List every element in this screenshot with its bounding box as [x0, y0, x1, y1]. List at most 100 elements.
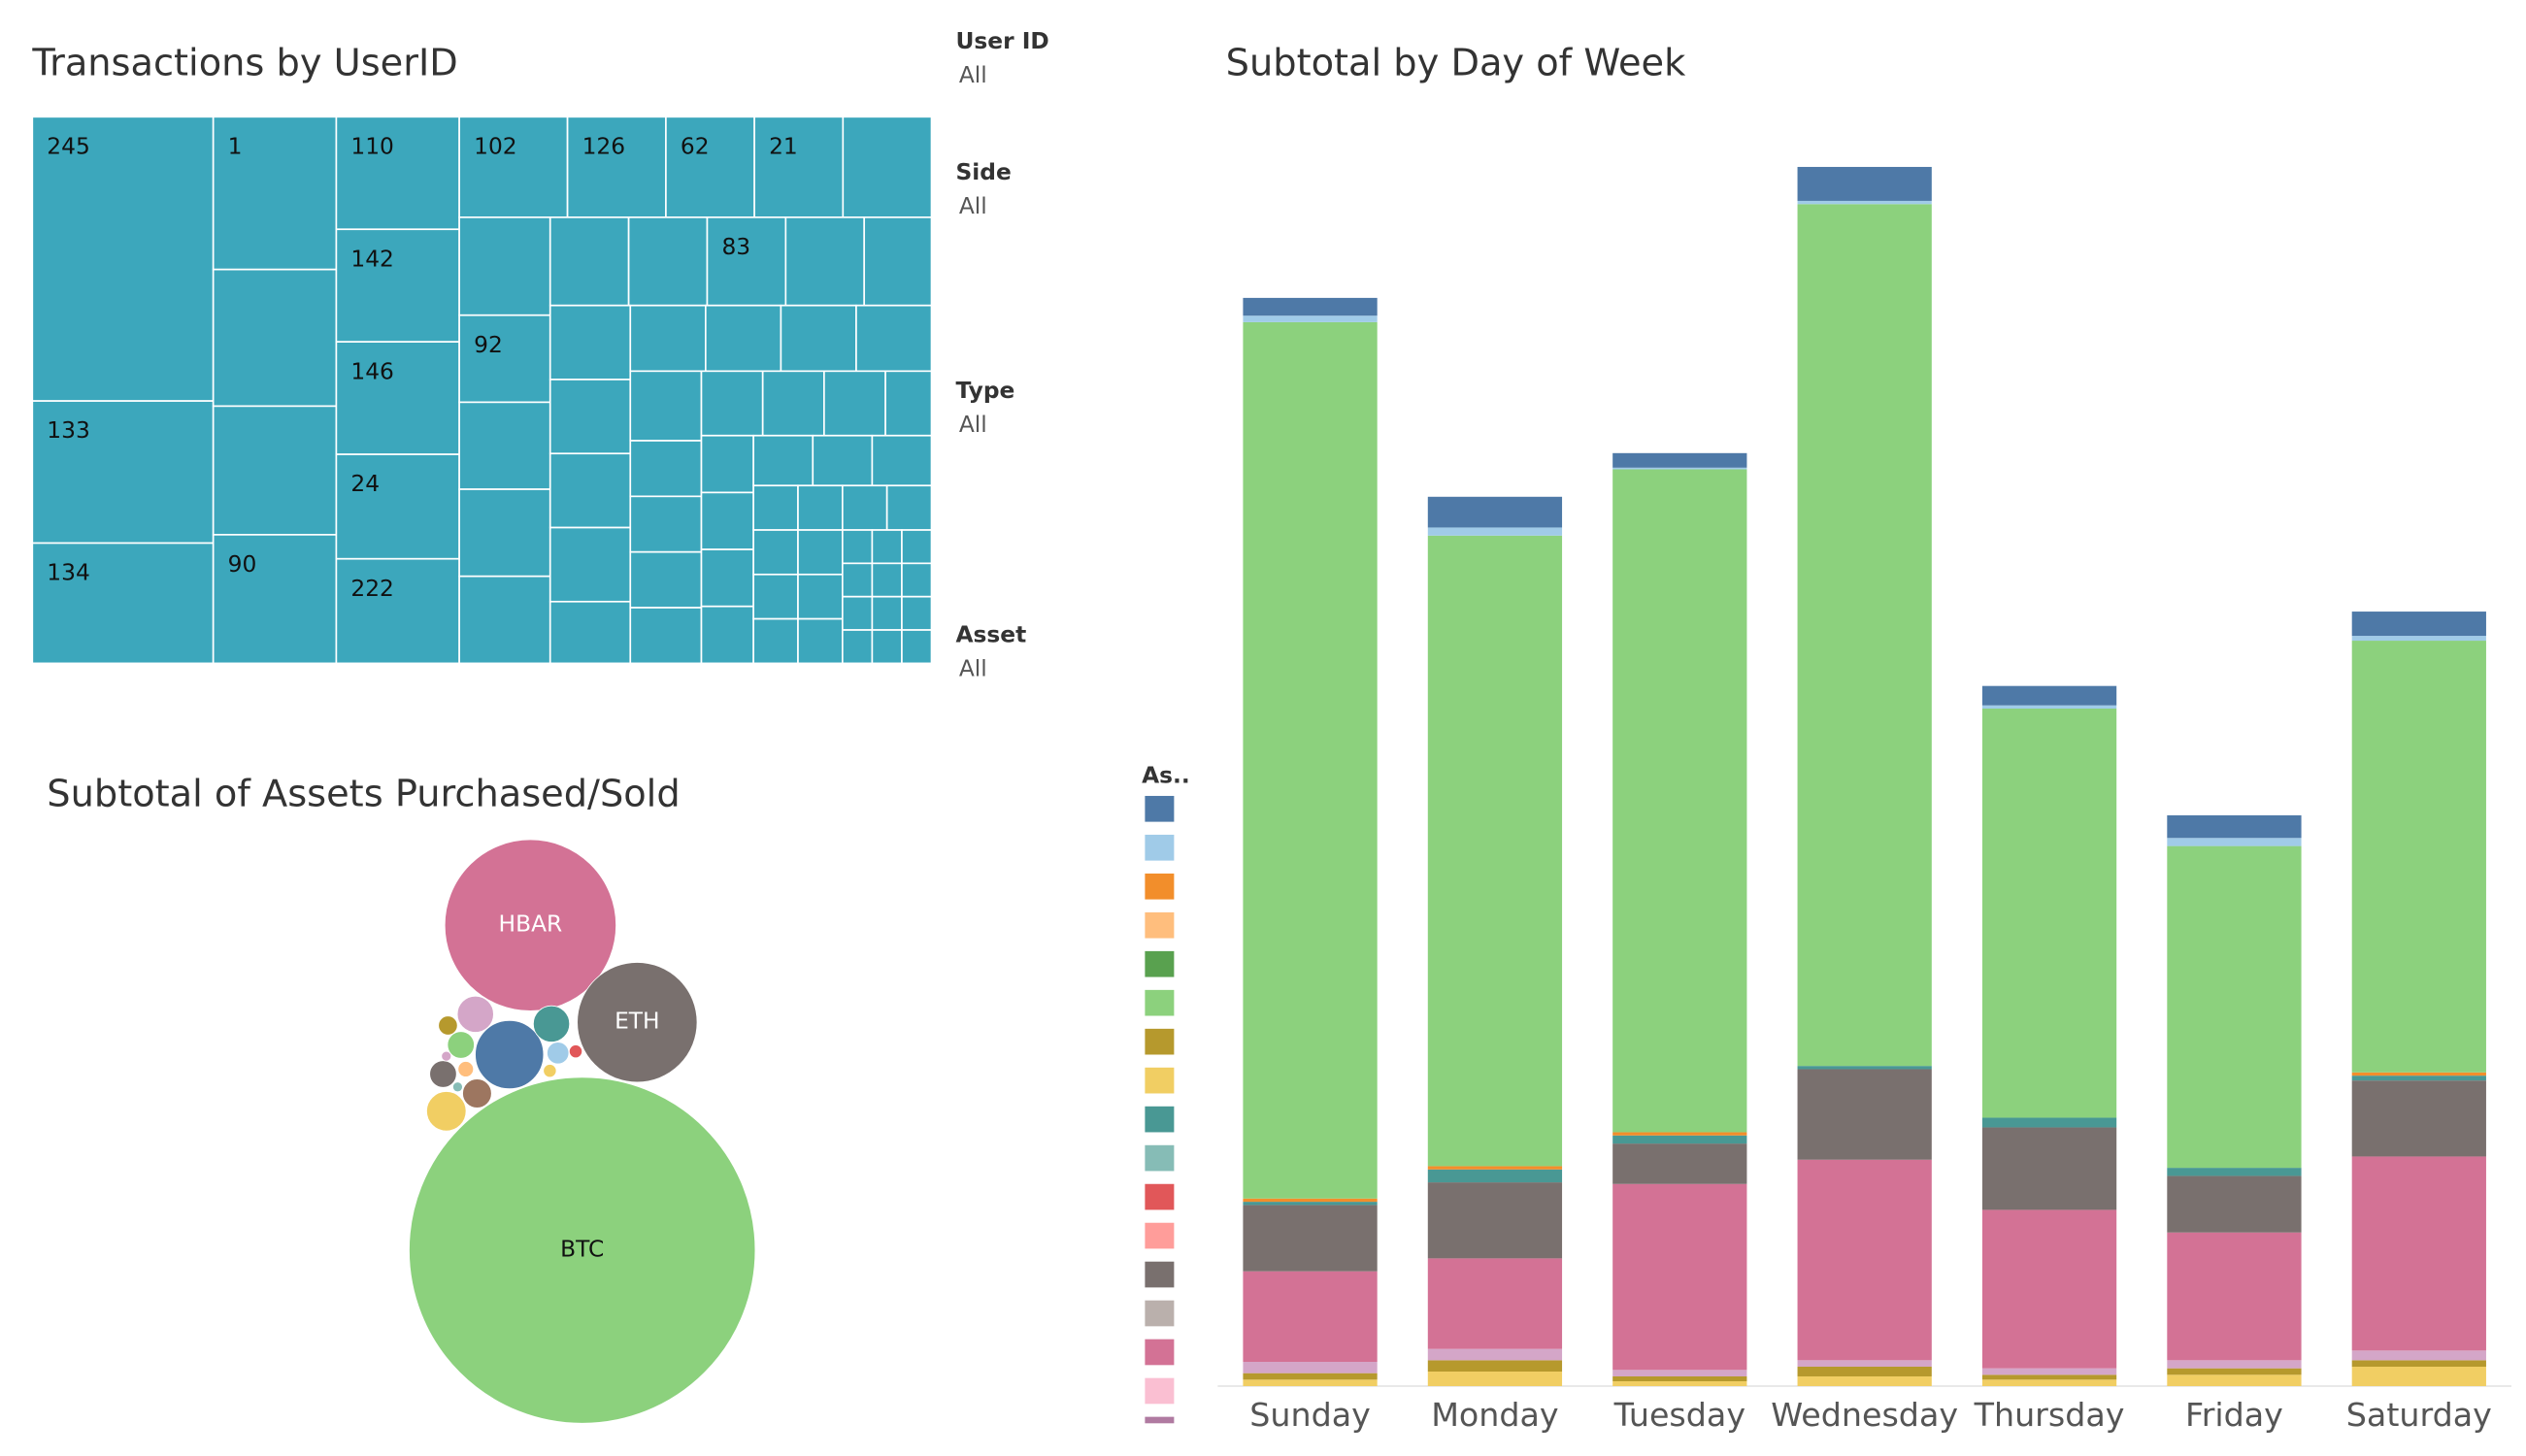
- legend-swatch: [1145, 1339, 1175, 1366]
- bubble: [462, 1078, 492, 1109]
- bar-segment: [2167, 1368, 2302, 1375]
- x-tick-label: Monday: [1431, 1396, 1558, 1434]
- legend-swatch: [1145, 1377, 1175, 1405]
- treemap-cell: [797, 529, 844, 576]
- treemap-label: 134: [47, 560, 90, 586]
- filter-value[interactable]: All: [959, 412, 987, 438]
- bubble: [543, 1064, 557, 1078]
- bubble: [568, 1044, 583, 1059]
- bar-segment: [2351, 1156, 2486, 1351]
- filter-value[interactable]: All: [959, 656, 987, 682]
- treemap-cell: [752, 529, 799, 576]
- bubble: [532, 1005, 571, 1042]
- bar-segment: [1427, 1182, 1563, 1259]
- treemap-cell: [212, 116, 338, 271]
- treemap-cell: [871, 562, 903, 598]
- bar-segment: [1427, 527, 1563, 536]
- bar-segment: [1981, 1368, 2117, 1375]
- legend-swatch: [1145, 834, 1175, 861]
- treemap-cell: [841, 629, 874, 665]
- bar-segment: [1612, 1132, 1747, 1136]
- treemap-cell: [797, 573, 844, 620]
- treemap-cell: [458, 216, 551, 316]
- treemap-cell: [871, 434, 933, 487]
- bar-segment: [1243, 1198, 1378, 1203]
- treemap-cell: [629, 495, 703, 553]
- bar-segment: [1612, 1183, 1747, 1371]
- treemap-cell: [212, 405, 338, 536]
- bar-segment: [1797, 1159, 1932, 1361]
- treemap-cell: [458, 575, 551, 665]
- filter-label: User ID: [955, 28, 1048, 54]
- treemap-cell: [901, 629, 933, 665]
- chart-title: Transactions by UserID: [31, 42, 457, 85]
- bar-segment: [1797, 200, 1932, 205]
- bar-segment: [1427, 535, 1563, 1167]
- bar-segment: [1427, 1360, 1563, 1372]
- x-tick-label: Sunday: [1249, 1396, 1371, 1434]
- x-tick-label: Tuesday: [1613, 1396, 1745, 1434]
- bar-segment: [1612, 1380, 1747, 1386]
- bar-segment: [2351, 1366, 2486, 1386]
- bar-segment: [1243, 1205, 1378, 1272]
- bar-segment: [2351, 641, 2486, 1073]
- treemap-cell: [548, 216, 630, 307]
- bar-segment: [2351, 1350, 2486, 1361]
- bar-segment: [1612, 1370, 1747, 1376]
- treemap-label: 133: [47, 417, 90, 444]
- treemap-cell: [863, 216, 933, 307]
- legend-swatch: [1145, 873, 1175, 900]
- bar-segment: [1612, 452, 1747, 468]
- bar-segment: [1981, 1127, 2117, 1210]
- bubble-label: BTC: [560, 1237, 604, 1263]
- bubble: [456, 995, 494, 1033]
- bar-segment: [1427, 1258, 1563, 1349]
- bar-segment: [1243, 1379, 1378, 1386]
- bar-segment: [2351, 1075, 2486, 1081]
- treemap-label: 102: [474, 133, 516, 159]
- bar-segment: [2351, 1360, 2486, 1367]
- legend-swatch: [1145, 1144, 1175, 1172]
- treemap-cell: [901, 595, 933, 631]
- legend-swatch: [1145, 1261, 1175, 1288]
- treemap-cell: [212, 534, 338, 665]
- treemap-cell: [871, 529, 903, 565]
- legend-swatch: [1145, 1028, 1175, 1055]
- treemap-cell: [548, 600, 632, 665]
- bar-segment: [1427, 1166, 1563, 1170]
- bar-segment: [1797, 1375, 1932, 1386]
- bar-segment: [2167, 1360, 2302, 1369]
- bar-segment: [2351, 1072, 2486, 1076]
- bar-segment: [1427, 496, 1563, 528]
- treemap-cell: [629, 607, 703, 665]
- bar-segment: [1981, 705, 2117, 710]
- bubble: [457, 1061, 475, 1077]
- treemap-cell: [548, 452, 632, 529]
- treemap-cell: [548, 526, 632, 603]
- treemap-label: 146: [350, 358, 394, 384]
- filter-value[interactable]: All: [959, 62, 987, 88]
- treemap-cell: [841, 562, 874, 598]
- bubble: [447, 1031, 475, 1059]
- chart-title: Subtotal of Assets Purchased/Sold: [47, 772, 680, 815]
- treemap-cell: [700, 434, 754, 494]
- bubble: [475, 1019, 545, 1090]
- bar-segment: [1427, 1169, 1563, 1183]
- bar-segment: [2167, 1232, 2302, 1361]
- treemap-cell: [885, 484, 933, 531]
- filter-value[interactable]: All: [959, 193, 987, 219]
- treemap-label: 92: [474, 332, 503, 358]
- bar-segment: [1427, 1371, 1563, 1386]
- bar-segment: [1797, 1069, 1932, 1160]
- chart-title: Subtotal by Day of Week: [1226, 42, 1686, 85]
- treemap-cell: [797, 617, 844, 665]
- treemap-cell: [31, 400, 215, 545]
- legend-title: As..: [1142, 762, 1190, 788]
- bar-segment: [1981, 1374, 2117, 1380]
- treemap-cell: [841, 595, 874, 631]
- legend-swatch: [1145, 911, 1175, 939]
- bubble-label: ETH: [615, 1009, 660, 1035]
- bar-segment: [1981, 1379, 2117, 1386]
- treemap-cell: [823, 370, 886, 437]
- legend-swatch: [1145, 1106, 1175, 1133]
